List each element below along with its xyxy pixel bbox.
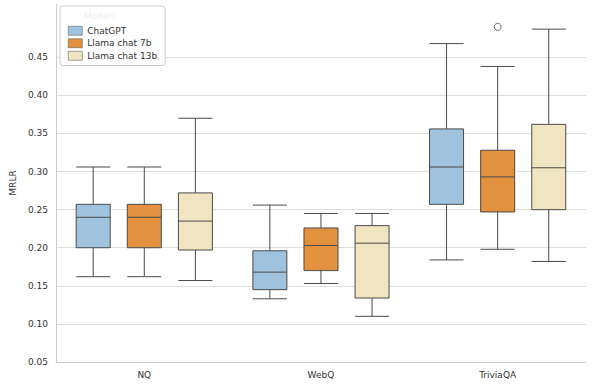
svg-text:0.45: 0.45	[28, 52, 48, 62]
svg-text:0.20: 0.20	[28, 243, 48, 253]
svg-text:MRLR: MRLR	[8, 170, 18, 195]
svg-text:0.15: 0.15	[28, 281, 48, 291]
svg-text:0.35: 0.35	[28, 128, 48, 138]
svg-text:0.30: 0.30	[28, 167, 48, 177]
svg-text:Llama chat 7b: Llama chat 7b	[87, 38, 151, 48]
svg-text:Llama chat 13b: Llama chat 13b	[87, 51, 157, 61]
svg-text:0.05: 0.05	[28, 357, 48, 367]
svg-text:TriviaQA: TriviaQA	[478, 370, 517, 380]
svg-text:0.10: 0.10	[28, 319, 48, 329]
svg-text:0.25: 0.25	[28, 205, 48, 215]
svg-text:0.40: 0.40	[28, 90, 48, 100]
svg-text:NQ: NQ	[137, 370, 151, 380]
svg-text:ChatGPT: ChatGPT	[87, 26, 126, 36]
svg-text:WebQ: WebQ	[308, 370, 335, 380]
